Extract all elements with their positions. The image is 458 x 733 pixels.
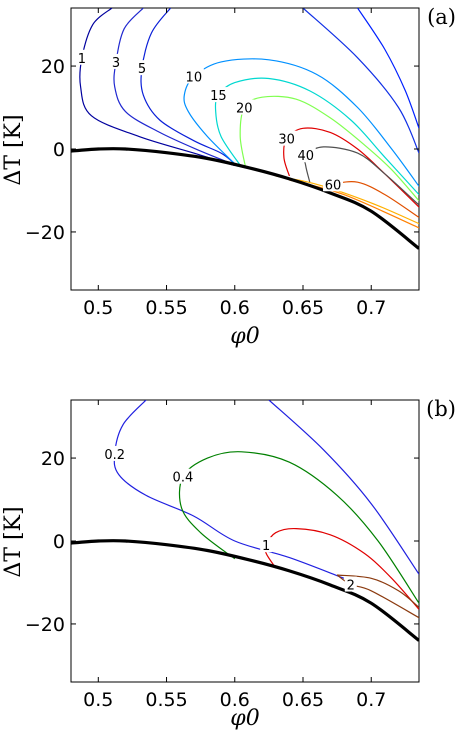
contour-label-bg-a-2 [135,60,148,76]
y-tick-label-a-1: 0 [53,139,65,161]
y-tick-label-b-1: 0 [53,531,65,553]
contour-label-bg-a-10 [323,176,344,192]
contour-label-bg-a-5 [183,68,204,84]
x-axis-label-b: φ0 [230,706,259,731]
contour-label-bg-b-4 [344,576,357,592]
ticks-a: 0.5 0.55 0.6 0.65 0.7 20 0 −20 [25,8,419,319]
contour-label-a-2: 5 [138,62,146,77]
x-tick-label-a-4: 0.7 [356,297,386,319]
contour-label-bg-a-6 [208,87,229,103]
contour-label-bg-b-3 [260,537,273,553]
contour-line-a-4 [357,8,419,129]
contour-label-a-1: 3 [112,56,120,71]
contour-label-b-4: 2 [347,579,355,594]
y-axis-label-b: ΔT [K] [1,506,26,577]
contour-line-a-2 [140,8,236,165]
y-tick-label-a-0: 20 [41,56,65,78]
boundary-curve-a [71,147,419,250]
contour-label-bg-a-0 [75,49,88,65]
x-tick-label-a-0: 0.5 [83,297,113,319]
x-tick-label-b-4: 0.7 [356,689,386,711]
x-tick-label-b-1: 0.55 [145,689,187,711]
x-tick-label-a-2: 0.6 [220,297,250,319]
contour-label-a-7: 20 [236,102,253,117]
contour-line-a-6 [214,77,419,196]
panel-label-a: (a) [427,5,456,29]
contour-line-b-5 [337,574,419,608]
plot-area-b: 0.2 0.4 1 2 [71,400,419,642]
y-axis-label-a: ΔT [K] [1,114,26,185]
y-tick-label-a-2: −20 [25,222,65,244]
contour-line-a-3 [302,8,419,154]
contour-line-a-5 [183,58,419,187]
x-tick-label-a-3: 0.65 [282,297,324,319]
contour-label-b-3: 1 [262,539,270,554]
contour-label-bg-a-1 [110,53,123,69]
contour-label-b-0: 0.2 [104,448,125,463]
contour-label-b-2: 0.4 [173,471,194,486]
boundary-curve-b [71,539,419,642]
x-tick-label-b-3: 0.65 [282,689,324,711]
contour-label-bg-b-0 [100,445,129,461]
contour-label-a-0: 1 [78,52,86,67]
x-tick-label-a-1: 0.55 [145,297,187,319]
contour-label-a-8: 30 [278,133,295,148]
contour-label-a-10: 60 [325,178,342,193]
contour-line-b-0 [113,400,345,579]
contour-label-a-9: 40 [297,149,314,164]
x-axis-label-a: φ0 [230,324,259,349]
contour-label-bg-a-9 [295,147,316,163]
contour-line-b-2 [178,451,419,604]
contour-label-bg-a-8 [276,130,297,146]
contour-label-a-6: 15 [210,89,227,104]
panel-label-b: (b) [426,397,456,421]
ticks-b: 0.5 0.55 0.6 0.65 0.7 20 0 −20 [25,400,419,711]
contour-label-a-5: 10 [186,70,203,85]
contour-line-a-7 [239,95,419,202]
contour-line-a-0 [79,8,235,167]
x-tick-label-b-0: 0.5 [83,689,113,711]
contour-line-a-9 [303,146,419,206]
x-tick-label-b-2: 0.6 [220,689,250,711]
contour-label-bg-a-7 [234,99,255,115]
contour-line-b-4 [336,574,419,619]
contour-line-a-1 [113,8,236,166]
contour-label-bg-b-2 [168,468,197,484]
y-tick-label-b-2: −20 [25,614,65,636]
contour-line-b-1 [268,400,419,575]
y-tick-label-b-0: 20 [41,448,65,470]
